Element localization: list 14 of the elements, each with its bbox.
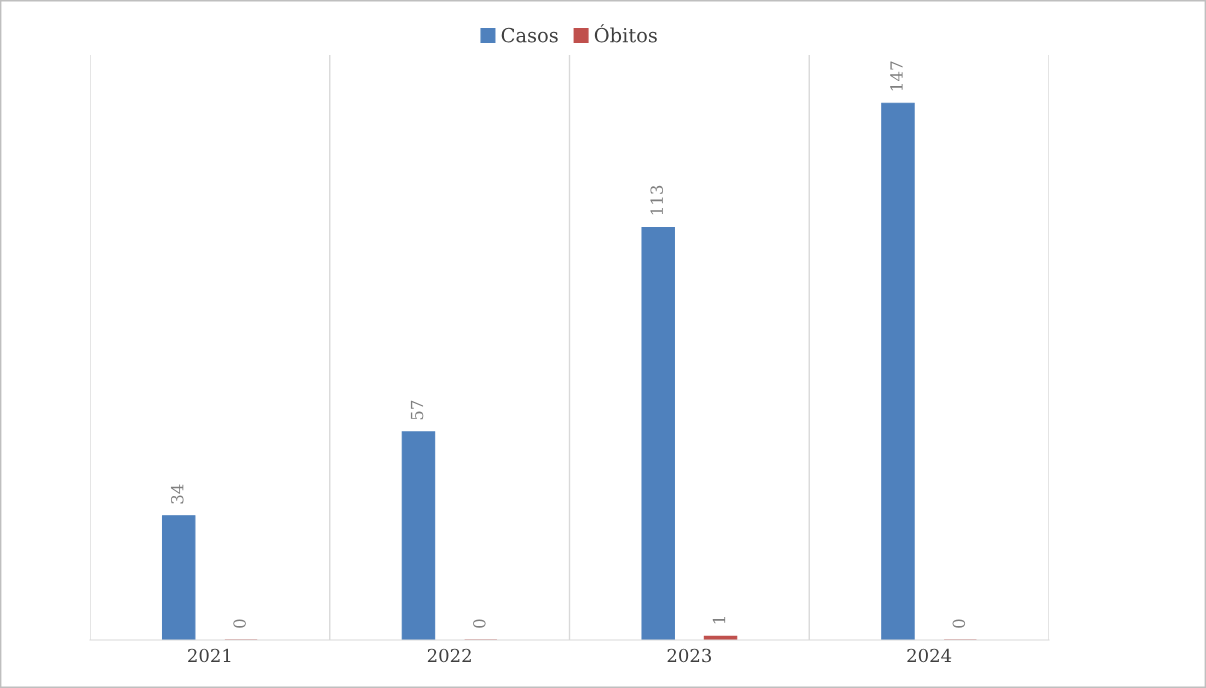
data-label: 57 [410, 400, 424, 420]
legend-label: Óbitos [594, 24, 657, 43]
data-label: 1 [712, 617, 726, 624]
data-label: 0 [473, 619, 486, 628]
data-label: 34 [170, 484, 184, 504]
x-tick-label: 2024 [907, 648, 952, 663]
x-tick-label: 2023 [667, 648, 712, 663]
data-label: 113 [650, 185, 664, 215]
legend-label: Casos [501, 27, 558, 43]
data-label: 0 [233, 619, 246, 628]
x-tick-label: 2021 [188, 648, 231, 663]
x-tick-label: 2022 [427, 648, 471, 663]
data-label: 0 [952, 619, 966, 628]
data-label: 147 [890, 61, 903, 91]
